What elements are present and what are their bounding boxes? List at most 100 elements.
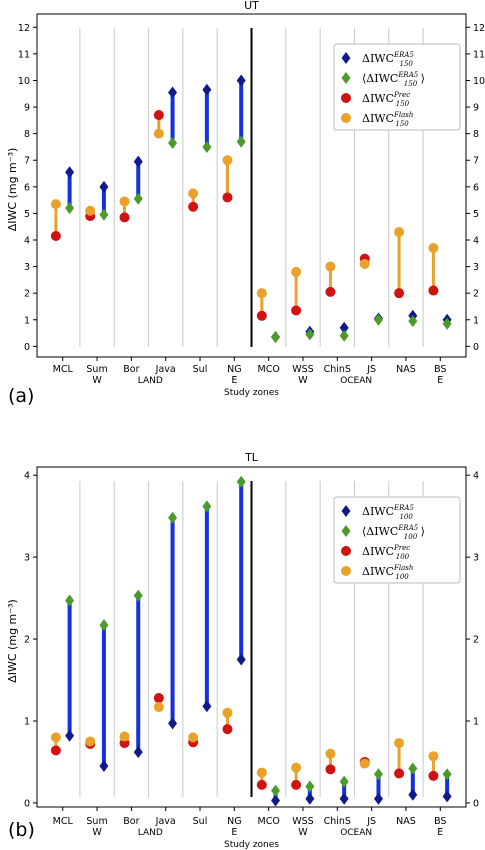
x-tick-label: MCL — [53, 816, 74, 827]
era5-point — [339, 792, 349, 805]
prec-point — [325, 764, 336, 775]
era5-point — [202, 700, 212, 713]
era5-mean-point — [271, 784, 281, 797]
x-tick-label: MCL — [53, 364, 74, 375]
prec-point — [428, 770, 439, 781]
y-tick-label-right: 0 — [473, 342, 479, 353]
era5-point — [133, 746, 143, 759]
legend-marker — [341, 525, 351, 537]
y-tick-label-right: 8 — [473, 129, 479, 140]
era5-mean-point — [133, 589, 143, 602]
x-tick-label: E — [231, 827, 237, 838]
x-tick-label: BS — [434, 816, 446, 827]
y-tick-label-right: 9 — [473, 103, 479, 114]
legend-box — [333, 496, 461, 584]
prec-point — [188, 201, 199, 212]
y-tick-label: 0 — [24, 342, 30, 353]
era5-mean-point — [236, 475, 246, 488]
era5-mean-point — [339, 775, 349, 788]
y-tick-label: 4 — [24, 236, 30, 247]
era5-mean-point — [99, 208, 109, 221]
x-axis-label: Study zones — [224, 388, 279, 398]
prec-point — [291, 305, 302, 316]
flash-point — [428, 242, 439, 253]
era5-point — [202, 83, 212, 96]
prec-point — [153, 110, 164, 121]
flash-point — [325, 748, 336, 759]
x-tick-label: Bor — [123, 816, 139, 827]
y-tick-label-right: 6 — [473, 182, 479, 193]
y-tick-label-right: 12 — [473, 23, 485, 34]
prec-point — [428, 285, 439, 296]
chart-title: UT — [244, 0, 259, 12]
legend-marker — [341, 113, 351, 123]
flash-point — [153, 128, 164, 139]
prec-point — [222, 724, 233, 735]
x-tick-label: NG — [227, 816, 241, 827]
prec-point — [325, 286, 336, 297]
x-tick-label: W — [92, 375, 102, 386]
x-tick-label: BS — [434, 364, 446, 375]
flash-point — [325, 261, 336, 272]
y-tick-label: 1 — [24, 315, 30, 326]
group-label-ocean: OCEAN — [340, 376, 372, 386]
flash-point — [85, 736, 96, 747]
group-label-land: LAND — [138, 828, 163, 838]
x-tick-label: Java — [155, 364, 176, 375]
era5-point — [168, 717, 178, 730]
x-tick-label: Sul — [193, 816, 208, 827]
legend-marker — [341, 546, 351, 556]
flash-point — [85, 205, 96, 216]
era5-point — [99, 760, 109, 773]
y-tick-label: 12 — [18, 23, 30, 34]
y-tick-label-right: 5 — [473, 209, 479, 220]
era5-mean-point — [133, 192, 143, 205]
prec-point — [153, 693, 164, 704]
panel-label: (b) — [8, 819, 35, 841]
legend-entry: ΔIWCERA5 100 — [362, 504, 414, 521]
x-tick-label: NAS — [396, 364, 416, 375]
y-tick-label-right: 10 — [473, 76, 485, 87]
y-tick-label-right: 0 — [473, 798, 479, 809]
era5-point — [339, 321, 349, 334]
legend-entry: ΔIWCPrec 150 — [362, 91, 410, 108]
y-tick-label-right: 3 — [473, 553, 479, 564]
era5-point — [236, 74, 246, 87]
flash-point — [153, 702, 164, 713]
y-tick-label-right: 1 — [473, 315, 479, 326]
era5-point — [373, 792, 383, 805]
era5-mean-point — [168, 136, 178, 149]
era5-point — [305, 792, 315, 805]
y-tick-label: 0 — [24, 798, 30, 809]
era5-mean-point — [373, 768, 383, 781]
era5-mean-point — [202, 140, 212, 153]
era5-point — [442, 790, 452, 803]
flash-point — [394, 227, 405, 238]
y-tick-label-right: 7 — [473, 156, 479, 167]
era5-point — [65, 166, 75, 179]
plot-frame — [36, 466, 467, 808]
y-tick-label: 3 — [24, 262, 30, 273]
era5-point — [133, 155, 143, 168]
legend-marker — [341, 52, 351, 64]
flash-point — [428, 751, 439, 762]
era5-mean-point — [305, 780, 315, 793]
legend-entry: ΔIWCFlash 150 — [362, 111, 413, 128]
flash-point — [256, 288, 267, 299]
legend-box — [333, 43, 461, 131]
y-tick-label-right: 3 — [473, 262, 479, 273]
y-tick-label: 6 — [24, 182, 30, 193]
era5-mean-point — [99, 619, 109, 632]
era5-mean-point — [65, 594, 75, 607]
x-tick-label: NG — [227, 364, 241, 375]
y-tick-label: 2 — [24, 289, 30, 300]
flash-point — [119, 731, 130, 742]
prec-point — [256, 310, 267, 321]
x-tick-label: E — [437, 375, 443, 386]
legend-marker — [341, 566, 351, 576]
era5-point — [99, 180, 109, 193]
x-tick-label: Bor — [123, 364, 139, 375]
era5-point — [65, 729, 75, 742]
legend-entry: ⟨ΔIWCERA5 100 ⟩ — [362, 524, 425, 541]
flash-point — [394, 738, 405, 749]
